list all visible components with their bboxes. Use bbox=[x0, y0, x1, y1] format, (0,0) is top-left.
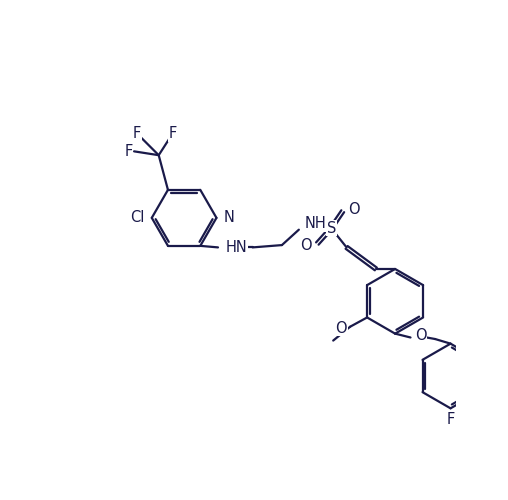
Text: NH: NH bbox=[305, 216, 327, 231]
Text: Cl: Cl bbox=[131, 210, 145, 226]
Text: S: S bbox=[327, 220, 336, 236]
Text: N: N bbox=[224, 210, 234, 226]
Text: O: O bbox=[348, 202, 360, 217]
Text: HN: HN bbox=[226, 240, 247, 255]
Text: F: F bbox=[447, 412, 455, 426]
Text: F: F bbox=[133, 126, 141, 141]
Text: F: F bbox=[124, 144, 133, 159]
Text: O: O bbox=[335, 320, 347, 336]
Text: F: F bbox=[169, 126, 177, 141]
Text: O: O bbox=[300, 238, 312, 252]
Text: O: O bbox=[415, 328, 427, 344]
